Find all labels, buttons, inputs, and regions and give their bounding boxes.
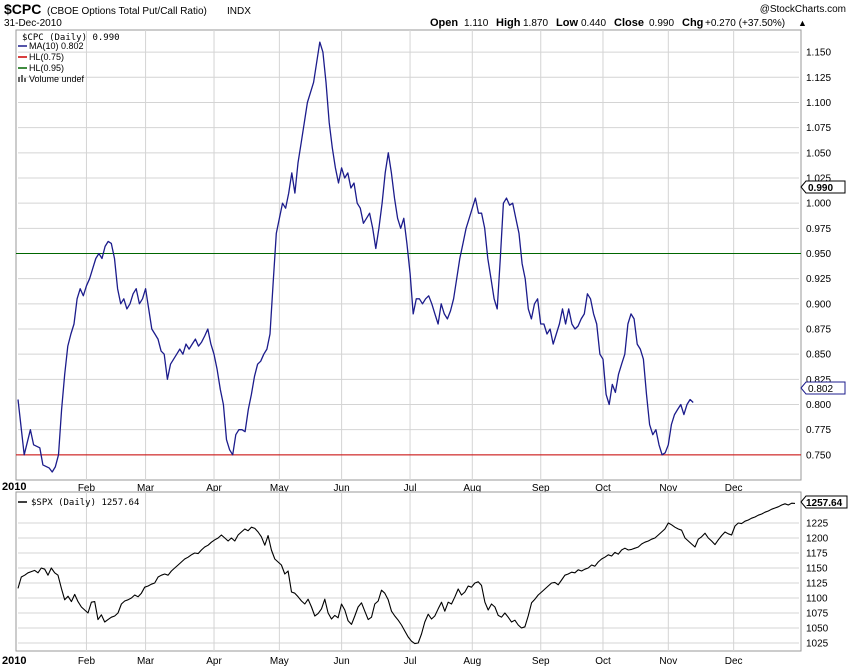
low-value: 0.440 — [581, 18, 606, 29]
lower-x-axis-labels: Feb Mar Apr May Jun Jul Aug Sep Oct Nov Dec — [78, 656, 743, 667]
lower-y-tick-label: 1225 — [806, 519, 829, 530]
lower-x-tick-label: Mar — [137, 656, 155, 667]
chart-date: 31-Dec-2010 — [4, 18, 62, 29]
lower-y-tick-label: 1150 — [806, 564, 828, 575]
last-ma-label: 0.802 — [808, 384, 833, 395]
main-y-tick-label: 1.050 — [806, 148, 831, 159]
high-label: High — [496, 17, 521, 29]
lower-x-tick-label: Jun — [334, 656, 350, 667]
close-label: Close — [614, 17, 644, 29]
lower-y-axis-labels: 1025 1050 1075 1100 1125 1150 1175 1200 1225 — [806, 519, 829, 650]
main-y-tick-label: 0.975 — [806, 224, 831, 235]
lower-x-tick-label: Feb — [78, 656, 96, 667]
lower-y-tick-label: 1175 — [806, 549, 828, 560]
last-ma-marker: 0.802 — [800, 381, 846, 395]
volume-bars-icon — [18, 75, 26, 82]
year-label-upper: 2010 — [2, 481, 26, 493]
series-line-ma10 — [17, 41, 694, 473]
chg-value: +0.270 (+37.50%) — [705, 18, 785, 29]
lower-x-tick-label: Dec — [725, 656, 743, 667]
lower-y-tick-label: 1075 — [806, 609, 829, 620]
lower-panel-frame — [15, 491, 802, 652]
last-spx-label: 1257.64 — [806, 498, 843, 509]
lower-y-tick-label: 1125 — [806, 579, 828, 590]
main-y-tick-label: 1.125 — [806, 73, 831, 84]
main-y-tick-label: 1.100 — [806, 98, 831, 109]
main-x-tick-label: Sep — [532, 483, 550, 494]
lower-x-tick-label: Nov — [659, 656, 677, 667]
main-x-tick-label: Nov — [659, 483, 677, 494]
legend: $CPC (Daily) 0.990 MA(10) 0.802 HL(0.75)… — [18, 33, 120, 84]
high-value: 1.870 — [523, 18, 548, 29]
chg-label: Chg — [682, 17, 703, 29]
main-y-tick-label: 1.075 — [806, 123, 831, 134]
spx-panel: 1025 1050 1075 1100 1125 1150 1175 1200 1225 Feb… — [15, 491, 848, 667]
legend-item-ma: MA(10) 0.802 — [29, 41, 84, 51]
year-label-lower: 2010 — [2, 655, 26, 667]
main-y-tick-label: 0.900 — [806, 299, 831, 310]
main-y-tick-label: 1.000 — [806, 199, 831, 210]
main-y-axis-labels: 0.750 0.775 0.800 0.825 0.850 0.875 0.900 0.925… — [806, 48, 831, 462]
open-value: 1.110 — [464, 18, 489, 29]
lower-y-tick-label: 1025 — [806, 639, 829, 650]
close-value: 0.990 — [649, 18, 674, 29]
legend-item-cpc: $CPC (Daily) 0.990 — [22, 33, 120, 43]
symbol: $CPC — [4, 1, 41, 17]
main-x-axis-labels: Feb Mar Apr May Jun Jul Aug Sep Oct Nov Dec — [78, 483, 743, 494]
brand-watermark: @StockCharts.com — [760, 4, 846, 15]
main-x-tick-label: Aug — [463, 483, 481, 494]
main-price-panel: 0.750 0.775 0.800 0.825 0.850 0.875 0.900 0.925… — [15, 29, 846, 494]
lower-x-tick-label: Aug — [463, 656, 481, 667]
main-y-tick-label: 0.800 — [806, 400, 831, 411]
low-label: Low — [556, 17, 578, 29]
lower-x-tick-label: Jul — [404, 656, 417, 667]
main-y-tick-label: 0.775 — [806, 425, 831, 436]
main-y-tick-label: 0.950 — [806, 249, 831, 260]
series-line-spx — [17, 502, 796, 645]
lower-legend: $SPX (Daily) 1257.64 — [31, 498, 139, 508]
lower-x-tick-label: Oct — [595, 656, 611, 667]
main-x-tick-label: Feb — [78, 483, 96, 494]
main-x-tick-label: Oct — [595, 483, 611, 494]
lower-series — [17, 502, 796, 645]
main-y-tick-label: 0.925 — [806, 274, 831, 285]
main-y-tick-label: 0.850 — [806, 350, 831, 361]
main-y-tick-label: 0.875 — [806, 324, 831, 335]
main-x-tick-label: Jul — [404, 483, 417, 494]
chg-up-arrow-icon: ▲ — [798, 18, 807, 28]
last-spx-marker: 1257.64 — [800, 495, 848, 509]
legend-item-hl-low: HL(0.75) — [29, 52, 64, 62]
exchange: INDX — [227, 6, 251, 17]
main-y-tick-label: 1.150 — [806, 48, 831, 59]
main-x-tick-label: Apr — [206, 483, 222, 494]
main-x-tick-label: Dec — [725, 483, 743, 494]
lower-y-tick-label: 1100 — [806, 594, 828, 605]
lower-y-tick-label: 1050 — [806, 624, 829, 635]
lower-x-tick-label: Sep — [532, 656, 550, 667]
main-series — [17, 41, 694, 473]
legend-item-volume: Volume undef — [29, 74, 85, 84]
main-x-tick-label: Jun — [334, 483, 350, 494]
main-y-tick-label: 1.025 — [806, 173, 831, 184]
lower-y-tick-label: 1200 — [806, 534, 829, 545]
main-y-tick-label: 0.825 — [806, 375, 831, 386]
main-y-tick-label: 0.750 — [806, 450, 831, 461]
legend-item-hl-high: HL(0.95) — [29, 63, 64, 73]
lower-x-tick-label: May — [270, 656, 289, 667]
main-x-tick-label: Mar — [137, 483, 155, 494]
last-close-marker: 0.990 — [800, 180, 846, 194]
open-label: Open — [430, 17, 458, 29]
lower-x-tick-label: Apr — [206, 656, 222, 667]
symbol-description: (CBOE Options Total Put/Call Ratio) — [47, 6, 207, 17]
last-close-label: 0.990 — [808, 183, 833, 194]
quote-bar: Open 1.110 High 1.870 Low 0.440 Close 0.… — [430, 17, 807, 29]
main-x-tick-label: May — [270, 483, 289, 494]
